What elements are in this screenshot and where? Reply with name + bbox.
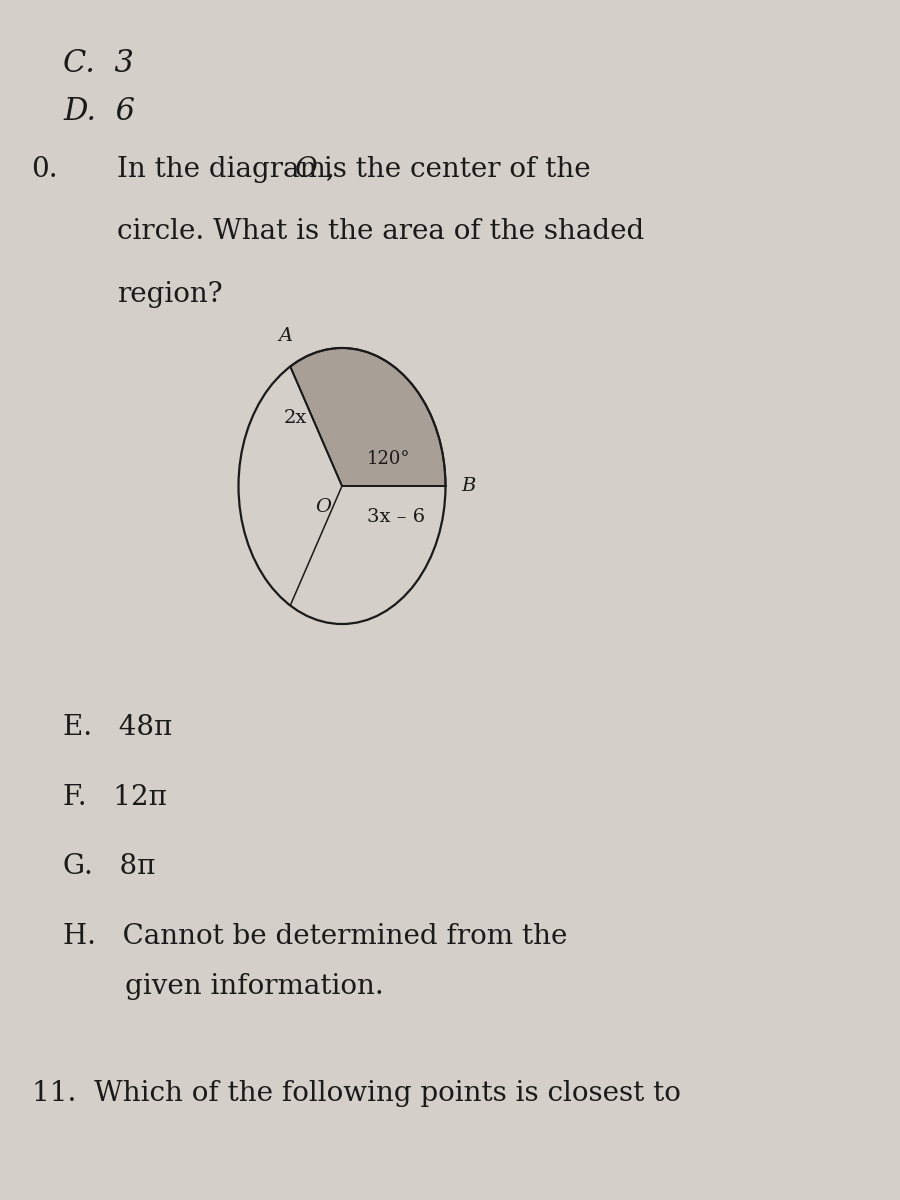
- Text: circle. What is the area of the shaded: circle. What is the area of the shaded: [117, 218, 644, 246]
- Text: In the diagram,: In the diagram,: [117, 156, 344, 182]
- Text: E.   48π: E. 48π: [63, 714, 172, 740]
- Text: given information.: given information.: [63, 973, 383, 1001]
- Text: 3x – 6: 3x – 6: [367, 508, 425, 526]
- Text: O: O: [315, 498, 331, 516]
- Wedge shape: [290, 348, 446, 486]
- Text: 0.: 0.: [32, 156, 58, 182]
- Text: is the center of the: is the center of the: [315, 156, 590, 182]
- Text: H.   Cannot be determined from the: H. Cannot be determined from the: [63, 923, 567, 950]
- Text: B: B: [462, 476, 476, 494]
- Text: O: O: [295, 156, 318, 182]
- Text: G.   8π: G. 8π: [63, 853, 156, 880]
- Text: 120°: 120°: [367, 450, 410, 468]
- Text: C.  3: C. 3: [63, 48, 134, 79]
- Text: 2x: 2x: [284, 409, 307, 427]
- Text: F.   12π: F. 12π: [63, 784, 166, 811]
- Text: A: A: [279, 326, 292, 344]
- Text: region?: region?: [117, 281, 222, 308]
- Text: 11.  Which of the following points is closest to: 11. Which of the following points is clo…: [32, 1080, 680, 1106]
- Text: D.  6: D. 6: [63, 96, 135, 127]
